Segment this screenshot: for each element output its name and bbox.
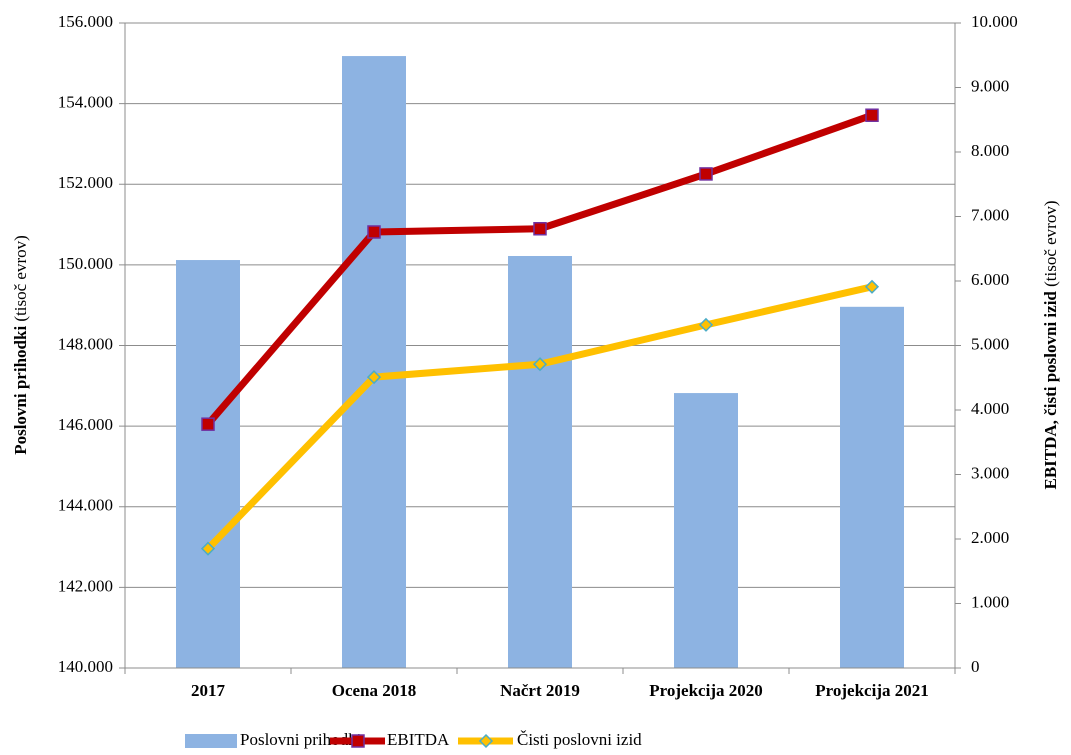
marker bbox=[699, 167, 713, 181]
y-tick-label: 154.000 bbox=[58, 93, 113, 112]
y2-tick-label: 7.000 bbox=[971, 205, 1009, 224]
bar bbox=[176, 260, 240, 668]
y-tick-label: 156.000 bbox=[58, 12, 113, 31]
y2-label-main: EBITDA, čisti poslovni izid bbox=[1041, 291, 1060, 490]
marker bbox=[532, 357, 548, 372]
y2-tick-label: 9.000 bbox=[971, 76, 1009, 95]
y-label-unit: (tisoč evrov) bbox=[11, 235, 30, 321]
y-label-main: Poslovni prihodki bbox=[11, 326, 30, 455]
x-tick-label: 2017 bbox=[191, 681, 226, 700]
bar bbox=[840, 306, 904, 668]
legend-marker-shape bbox=[478, 733, 494, 749]
legend-marker bbox=[478, 733, 494, 749]
x-tick-label: Načrt 2019 bbox=[500, 681, 580, 700]
legend-marker-shape bbox=[351, 734, 365, 748]
y-tick-label: 144.000 bbox=[58, 496, 113, 515]
marker bbox=[200, 541, 216, 556]
marker bbox=[864, 279, 880, 294]
marker bbox=[533, 222, 547, 236]
y2-tick-label: 1.000 bbox=[971, 592, 1009, 611]
y-tick-label: 140.000 bbox=[58, 657, 113, 676]
y-tick-label: 148.000 bbox=[58, 334, 113, 353]
y-tick-label: 150.000 bbox=[58, 254, 113, 273]
y2-tick-label: 2.000 bbox=[971, 528, 1009, 547]
y-tick-label: 152.000 bbox=[58, 173, 113, 192]
y2-tick-label: 8.000 bbox=[971, 141, 1009, 160]
bar bbox=[342, 56, 406, 668]
x-tick-label: Projekcija 2021 bbox=[815, 681, 928, 700]
y-tick-label: 146.000 bbox=[58, 415, 113, 434]
marker bbox=[367, 225, 381, 239]
marker bbox=[366, 370, 382, 385]
y-axis-label: Poslovni prihodki (tisoč evrov) bbox=[11, 235, 30, 455]
y2-axis-label: EBITDA, čisti poslovni izid (tisoč evrov… bbox=[1041, 200, 1060, 489]
marker bbox=[698, 317, 714, 332]
y2-tick-label: 6.000 bbox=[971, 270, 1009, 289]
y-tick-label: 142.000 bbox=[58, 576, 113, 595]
y2-tick-label: 4.000 bbox=[971, 399, 1009, 418]
y2-tick-label: 10.000 bbox=[971, 12, 1018, 31]
bar bbox=[674, 393, 738, 668]
marker bbox=[201, 417, 215, 431]
y2-tick-label: 5.000 bbox=[971, 334, 1009, 353]
x-tick-label: Projekcija 2020 bbox=[649, 681, 762, 700]
legend-label: EBITDA bbox=[387, 730, 450, 749]
bar bbox=[508, 256, 572, 668]
y2-tick-label: 0 bbox=[971, 657, 980, 676]
marker bbox=[865, 108, 879, 122]
y2-label-unit: (tisoč evrov) bbox=[1041, 200, 1060, 286]
legend-swatch bbox=[185, 734, 237, 748]
legend-marker bbox=[351, 734, 365, 748]
legend-label: Čisti poslovni izid bbox=[517, 730, 642, 749]
y2-tick-label: 3.000 bbox=[971, 463, 1009, 482]
x-tick-label: Ocena 2018 bbox=[332, 681, 417, 700]
